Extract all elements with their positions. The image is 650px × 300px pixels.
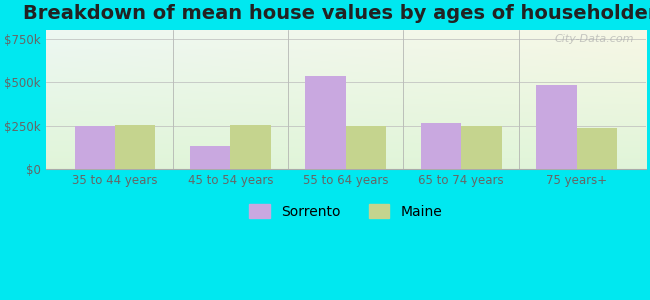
Bar bbox=[346, 126, 386, 169]
Bar bbox=[421, 123, 461, 169]
Bar bbox=[230, 125, 270, 169]
Bar bbox=[461, 126, 502, 169]
Bar bbox=[75, 126, 115, 169]
Bar bbox=[115, 125, 155, 169]
Title: Breakdown of mean house values by ages of householders: Breakdown of mean house values by ages o… bbox=[23, 4, 650, 23]
Bar bbox=[577, 128, 617, 169]
Text: City-Data.com: City-Data.com bbox=[554, 34, 634, 44]
Bar bbox=[306, 76, 346, 169]
Legend: Sorrento, Maine: Sorrento, Maine bbox=[244, 198, 448, 224]
Bar bbox=[190, 146, 230, 169]
Bar bbox=[536, 85, 577, 169]
